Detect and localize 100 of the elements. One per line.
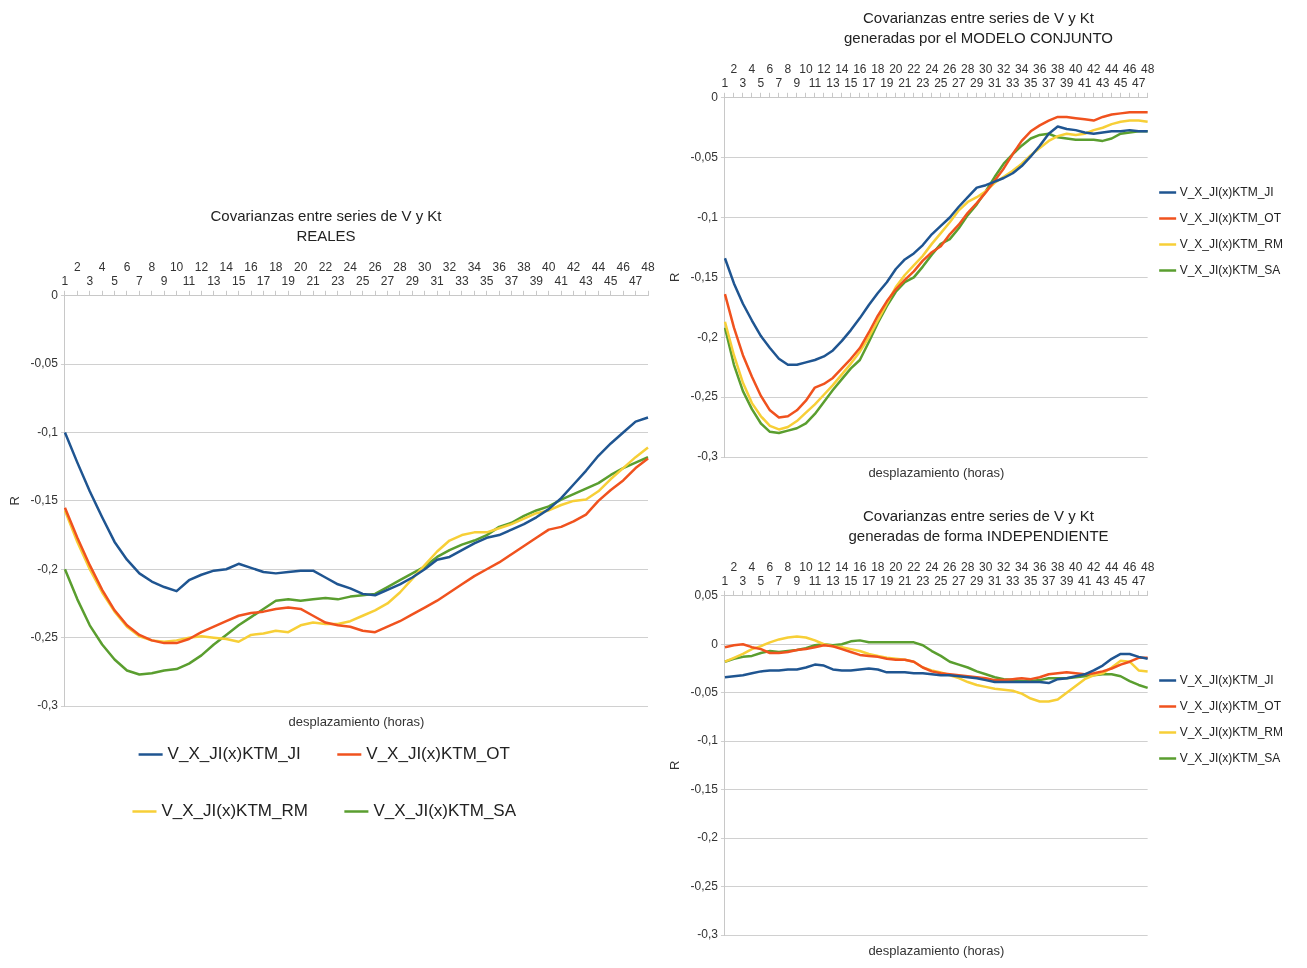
x-tick-label: 43: [579, 273, 593, 288]
x-tick-label: 23: [331, 273, 345, 288]
x-tick-label: 23: [916, 573, 930, 588]
x-tick-label: 7: [775, 573, 783, 588]
x-tick-label: 31: [988, 573, 1002, 588]
x-tick-label: 46: [1122, 61, 1137, 76]
x-tick-label: 26: [943, 61, 957, 76]
x-tick-label: 33: [455, 273, 469, 288]
x-tick-label: 26: [368, 259, 383, 274]
x-tick-label: 16: [853, 61, 867, 76]
chart-subtitle: generadas de forma INDEPENDIENTE: [848, 527, 1109, 545]
x-tick-label: 48: [1140, 559, 1155, 574]
x-tick-label: 6: [766, 61, 774, 76]
x-tick-label: 21: [306, 273, 321, 288]
x-tick-label: 18: [871, 559, 885, 574]
y-tick-label: -0,25: [30, 629, 59, 644]
x-tick-label: 41: [1078, 75, 1092, 90]
x-tick-label: 27: [952, 573, 966, 588]
x-tick-label: 27: [952, 75, 966, 90]
y-tick-label: -0,25: [690, 389, 719, 404]
chart-subtitle: generadas por el MODELO CONJUNTO: [844, 29, 1113, 47]
x-tick-label: 13: [826, 573, 840, 588]
x-tick-label: 2: [730, 559, 738, 574]
x-tick-label: 24: [343, 259, 358, 274]
legend-label: V_X_JI(x)KTM_RM: [161, 801, 308, 821]
y-axis-title: R: [667, 272, 683, 283]
x-tick-label: 47: [628, 273, 643, 288]
y-tick-label: -0,15: [690, 269, 719, 284]
x-tick-label: 47: [1131, 75, 1146, 90]
x-tick-label: 26: [943, 559, 957, 574]
x-axis-title: desplazamiento (horas): [868, 943, 1005, 959]
y-tick-label: -0,05: [690, 149, 719, 164]
x-tick-label: 22: [907, 559, 921, 574]
y-tick-label: -0,2: [697, 329, 719, 344]
y-tick-label: 0: [711, 636, 719, 651]
x-tick-label: 3: [739, 573, 747, 588]
y-tick-label: -0,1: [697, 209, 719, 224]
x-tick-label: 35: [1024, 75, 1038, 90]
x-tick-label: 24: [925, 61, 939, 76]
x-tick-label: 22: [907, 61, 921, 76]
x-tick-label: 40: [1069, 559, 1083, 574]
x-tick-label: 42: [1087, 61, 1101, 76]
x-tick-label: 17: [256, 273, 271, 288]
y-tick-label: 0: [51, 288, 59, 303]
x-tick-label: 22: [318, 259, 333, 274]
y-tick-label: -0,15: [690, 781, 719, 796]
x-tick-label: 10: [799, 61, 813, 76]
x-tick-label: 39: [1060, 75, 1074, 90]
legend-label: V_X_JI(x)KTM_OT: [1179, 210, 1282, 225]
x-tick-label: 37: [504, 273, 519, 288]
x-tick-label: 5: [757, 573, 765, 588]
x-tick-label: 14: [835, 559, 849, 574]
x-tick-label: 32: [997, 61, 1011, 76]
legend-label: V_X_JI(x)KTM_RM: [1179, 236, 1284, 251]
x-axis-title: desplazamiento (horas): [288, 714, 425, 730]
y-tick-label: -0,1: [697, 733, 719, 748]
x-tick-label: 4: [98, 259, 106, 274]
x-tick-label: 38: [1051, 559, 1065, 574]
x-tick-label: 9: [160, 273, 168, 288]
x-tick-label: 25: [934, 75, 948, 90]
x-tick-label: 3: [86, 273, 94, 288]
x-tick-label: 7: [136, 273, 144, 288]
legend-label: V_X_JI(x)KTM_OT: [1179, 698, 1282, 713]
x-tick-label: 30: [979, 61, 993, 76]
x-tick-label: 32: [442, 259, 457, 274]
y-tick-label: -0,3: [697, 449, 719, 464]
x-tick-label: 6: [123, 259, 131, 274]
legend-label: V_X_JI(x)KTM_JI: [1179, 672, 1274, 687]
x-tick-label: 31: [430, 273, 445, 288]
x-tick-label: 40: [1069, 61, 1083, 76]
x-tick-label: 25: [934, 573, 948, 588]
x-tick-label: 31: [988, 75, 1002, 90]
y-tick-label: -0,1: [37, 424, 59, 439]
x-tick-label: 14: [219, 259, 234, 274]
y-tick-label: -0,3: [697, 927, 719, 942]
x-tick-label: 35: [480, 273, 494, 288]
x-tick-label: 10: [799, 559, 813, 574]
x-tick-label: 7: [775, 75, 783, 90]
x-tick-label: 30: [979, 559, 993, 574]
legend-label: V_X_JI(x)KTM_JI: [167, 744, 301, 764]
chart-subtitle: REALES: [296, 227, 356, 245]
x-tick-label: 44: [1105, 559, 1119, 574]
x-tick-label: 29: [970, 573, 984, 588]
x-tick-label: 19: [281, 273, 296, 288]
x-tick-label: 1: [61, 273, 69, 288]
x-tick-label: 38: [1051, 61, 1065, 76]
x-tick-label: 8: [784, 559, 792, 574]
x-tick-label: 4: [748, 559, 756, 574]
x-tick-label: 11: [182, 273, 196, 288]
x-tick-label: 11: [808, 75, 822, 90]
x-tick-label: 15: [844, 573, 858, 588]
x-tick-label: 16: [853, 559, 867, 574]
x-tick-label: 3: [739, 75, 747, 90]
x-tick-label: 36: [1033, 559, 1047, 574]
y-tick-label: -0,05: [30, 356, 59, 371]
legend-label: V_X_JI(x)KTM_OT: [366, 744, 510, 764]
x-tick-label: 38: [517, 259, 531, 274]
x-tick-label: 33: [1006, 573, 1020, 588]
x-tick-label: 37: [1042, 573, 1056, 588]
x-tick-label: 18: [269, 259, 283, 274]
